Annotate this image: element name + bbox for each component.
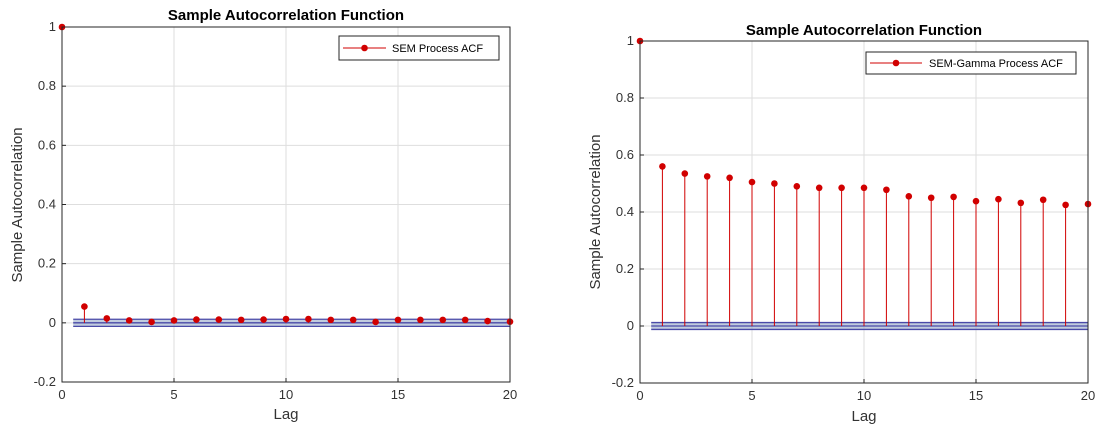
acf-point bbox=[860, 184, 868, 192]
left-y-axis-label: Sample Autocorrelation bbox=[9, 127, 26, 282]
acf-point bbox=[703, 173, 711, 180]
acf-point bbox=[681, 170, 689, 177]
x-tick-label: 15 bbox=[969, 388, 983, 403]
acf-point bbox=[349, 316, 357, 324]
acf-point bbox=[282, 315, 290, 323]
left-gridlines bbox=[61, 26, 511, 383]
right-y-axis-label: Sample Autocorrelation bbox=[587, 134, 604, 289]
x-tick-label: 0 bbox=[58, 387, 65, 402]
acf-point bbox=[883, 186, 890, 194]
acf-point bbox=[748, 178, 756, 186]
acf-point bbox=[327, 316, 335, 324]
x-tick-label: 10 bbox=[279, 387, 293, 402]
acf-point bbox=[972, 197, 980, 205]
acf-point bbox=[815, 184, 823, 192]
y-tick-label: 0 bbox=[49, 315, 56, 330]
acf-point bbox=[995, 195, 1002, 203]
acf-point bbox=[1039, 196, 1047, 204]
y-tick-label: 0.2 bbox=[38, 256, 56, 271]
right-chart-title: Sample Autocorrelation Function bbox=[746, 22, 982, 39]
right-chart: -0.200.20.40.60.81 0 5 10 15 20 Sample Autoc… bbox=[587, 22, 1095, 425]
x-tick-label: 0 bbox=[636, 388, 643, 403]
acf-point bbox=[439, 316, 447, 324]
acf-point bbox=[1017, 199, 1025, 207]
acf-point bbox=[170, 317, 178, 324]
acf-point bbox=[1062, 201, 1069, 209]
y-tick-label: 0.8 bbox=[38, 78, 56, 93]
right-x-axis-label: Lag bbox=[851, 408, 876, 425]
y-tick-label: 1 bbox=[627, 33, 634, 48]
x-tick-label: 10 bbox=[857, 388, 871, 403]
acf-point bbox=[148, 318, 155, 326]
acf-point bbox=[215, 316, 223, 323]
right-stems bbox=[636, 37, 1092, 326]
acf-point bbox=[484, 317, 491, 325]
right-confidence-band bbox=[651, 321, 1088, 331]
y-tick-label: 0.4 bbox=[38, 197, 56, 212]
y-tick-label: -0.2 bbox=[34, 374, 56, 389]
left-legend-marker bbox=[361, 44, 368, 52]
acf-point bbox=[372, 318, 379, 326]
right-legend-label: SEM-Gamma Process ACF bbox=[929, 58, 1063, 70]
acf-point bbox=[237, 316, 245, 324]
acf-point bbox=[771, 180, 778, 187]
left-x-axis-label: Lag bbox=[273, 406, 298, 423]
left-legend: SEM Process ACF bbox=[338, 35, 500, 61]
y-tick-label: 0 bbox=[627, 318, 634, 333]
left-chart-title: Sample Autocorrelation Function bbox=[168, 7, 404, 24]
right-y-ticks: -0.2 0 0.2 0.4 0.6 0.8 1 bbox=[612, 33, 644, 390]
x-tick-label: 20 bbox=[1081, 388, 1095, 403]
acf-point bbox=[81, 303, 88, 310]
acf-point bbox=[659, 163, 666, 170]
acf-point bbox=[125, 317, 133, 324]
acf-point bbox=[793, 183, 801, 190]
y-tick-label: 0.6 bbox=[616, 147, 634, 162]
y-tick-label: -0.2 bbox=[612, 375, 634, 390]
right-legend-marker bbox=[892, 59, 900, 67]
x-tick-label: 15 bbox=[391, 387, 405, 402]
acf-point bbox=[260, 316, 267, 323]
acf-point bbox=[394, 316, 402, 324]
left-x-ticks: 0 5 10 15 20 bbox=[58, 378, 517, 402]
left-chart: -0.200.20.40.60.81 0 5 10 15 20 Sample Autoc… bbox=[9, 7, 517, 423]
acf-point bbox=[193, 316, 200, 323]
y-tick-label: 0.2 bbox=[616, 261, 634, 276]
left-confidence-band bbox=[73, 318, 510, 328]
acf-point bbox=[103, 315, 111, 322]
acf-point bbox=[417, 316, 424, 324]
right-legend: SEM-Gamma Process ACF bbox=[865, 51, 1077, 75]
acf-point bbox=[305, 315, 312, 323]
x-tick-label: 5 bbox=[170, 387, 177, 402]
acf-point bbox=[461, 316, 469, 324]
x-tick-label: 20 bbox=[503, 387, 517, 402]
y-tick-label: 1 bbox=[49, 19, 56, 34]
right-x-ticks: 0 5 10 15 20 bbox=[636, 379, 1095, 403]
x-tick-label: 5 bbox=[748, 388, 755, 403]
acf-point bbox=[726, 174, 733, 182]
left-legend-label: SEM Process ACF bbox=[392, 43, 483, 55]
acf-point bbox=[927, 194, 935, 202]
left-y-ticks: -0.2 0 0.2 0.4 0.6 0.8 1 bbox=[34, 19, 66, 389]
acf-point bbox=[950, 193, 957, 201]
acf-point bbox=[838, 184, 845, 192]
y-tick-label: 0.6 bbox=[38, 137, 56, 152]
y-tick-label: 0.4 bbox=[616, 204, 634, 219]
right-legend-box bbox=[865, 51, 1077, 75]
y-tick-label: 0.8 bbox=[616, 90, 634, 105]
acf-point bbox=[905, 193, 913, 200]
